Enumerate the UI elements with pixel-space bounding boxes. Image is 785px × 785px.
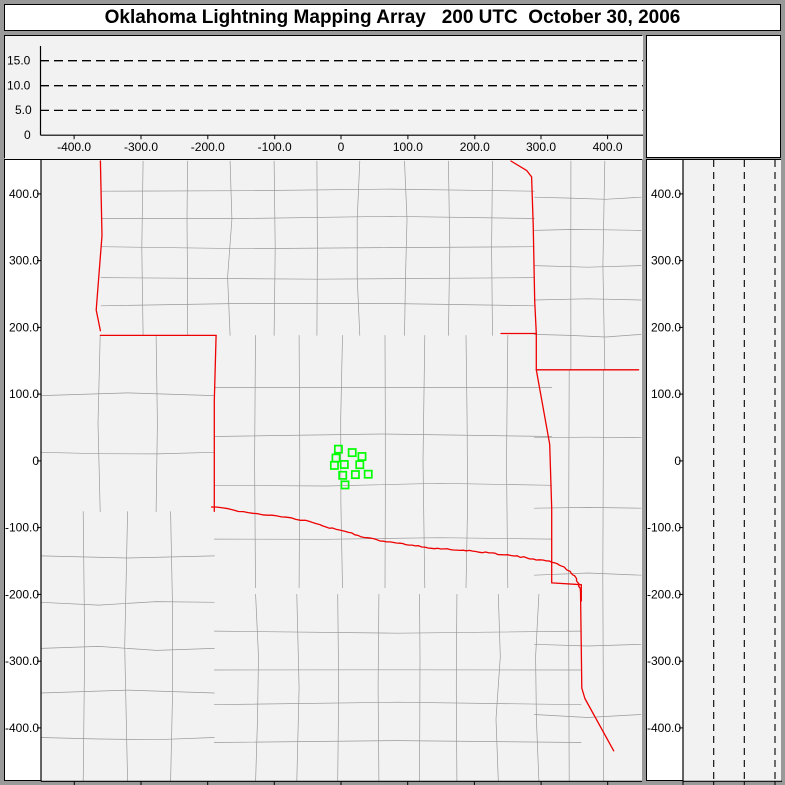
svg-text:-300.0: -300.0 xyxy=(5,654,39,668)
svg-text:-200.0: -200.0 xyxy=(647,587,681,601)
svg-text:0: 0 xyxy=(338,140,345,154)
svg-text:100.0: 100.0 xyxy=(393,140,423,154)
svg-text:200.0: 200.0 xyxy=(460,140,490,154)
svg-text:-300.0: -300.0 xyxy=(124,140,158,154)
svg-text:0: 0 xyxy=(24,128,31,142)
svg-text:-400.0: -400.0 xyxy=(647,721,681,735)
svg-text:-200.0: -200.0 xyxy=(5,587,39,601)
svg-text:300.0: 300.0 xyxy=(651,254,681,268)
svg-text:0: 0 xyxy=(674,454,681,468)
svg-text:15.0: 15.0 xyxy=(7,54,31,68)
svg-text:100.0: 100.0 xyxy=(651,387,681,401)
svg-text:5.0: 5.0 xyxy=(15,103,32,117)
svg-text:-400.0: -400.0 xyxy=(57,140,91,154)
svg-text:100.0: 100.0 xyxy=(9,387,39,401)
svg-text:-100.0: -100.0 xyxy=(258,140,292,154)
svg-text:-100.0: -100.0 xyxy=(647,521,681,535)
svg-text:200.0: 200.0 xyxy=(9,320,39,334)
svg-text:0: 0 xyxy=(32,454,39,468)
svg-text:-300.0: -300.0 xyxy=(647,654,681,668)
svg-text:-400.0: -400.0 xyxy=(5,721,39,735)
svg-text:300.0: 300.0 xyxy=(526,140,556,154)
svg-text:-200.0: -200.0 xyxy=(191,140,225,154)
svg-text:300.0: 300.0 xyxy=(9,254,39,268)
svg-text:-100.0: -100.0 xyxy=(5,521,39,535)
svg-text:400.0: 400.0 xyxy=(9,187,39,201)
svg-text:400.0: 400.0 xyxy=(651,187,681,201)
svg-text:10.0: 10.0 xyxy=(7,79,31,93)
svg-text:200.0: 200.0 xyxy=(651,320,681,334)
svg-text:400.0: 400.0 xyxy=(593,140,623,154)
